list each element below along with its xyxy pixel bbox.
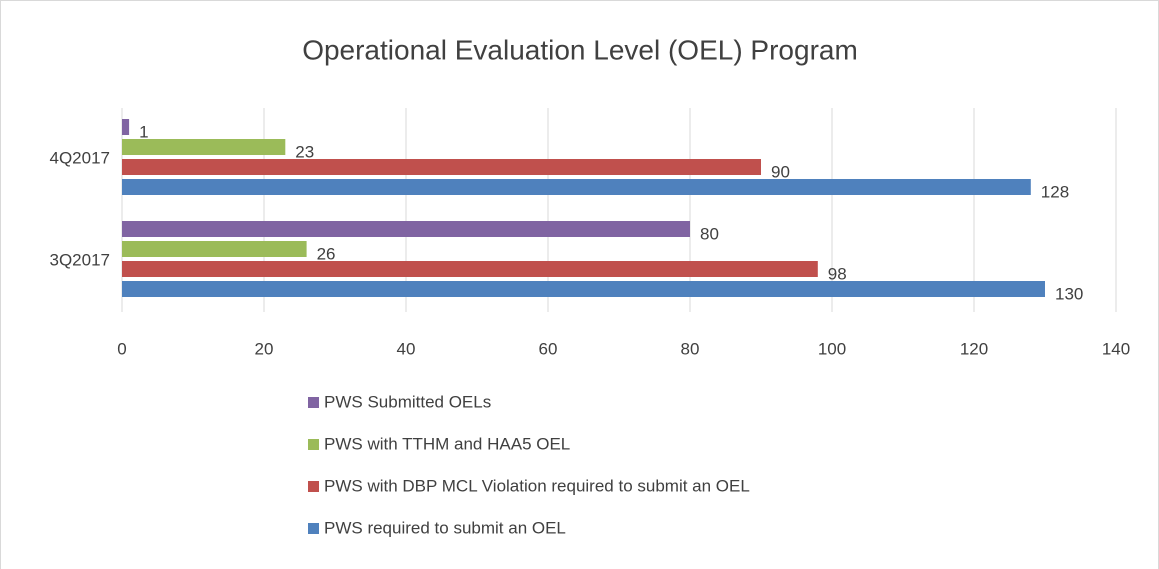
data-label: 98	[828, 264, 847, 283]
x-tick-label: 80	[681, 339, 700, 358]
legend-label: PWS with DBP MCL Violation required to s…	[324, 476, 750, 495]
legend-label: PWS Submitted OELs	[324, 392, 491, 411]
x-tick-label: 120	[960, 339, 988, 358]
bar	[122, 281, 1045, 297]
data-label: 26	[317, 244, 336, 263]
y-tick-label: 3Q2017	[50, 250, 111, 269]
data-label: 1	[139, 122, 148, 141]
legend-swatch	[308, 439, 319, 450]
y-tick-label: 4Q2017	[50, 148, 111, 167]
bar	[122, 261, 818, 277]
data-label: 90	[771, 162, 790, 181]
bar	[122, 179, 1031, 195]
bar	[122, 119, 130, 135]
bar	[122, 139, 286, 155]
bar	[122, 221, 690, 237]
chart-title: Operational Evaluation Level (OEL) Progr…	[302, 34, 858, 65]
data-label: 80	[700, 224, 719, 243]
legend-swatch	[308, 523, 319, 534]
data-label: 130	[1055, 284, 1083, 303]
bar	[122, 159, 761, 175]
data-label: 128	[1041, 182, 1069, 201]
x-tick-label: 20	[255, 339, 274, 358]
legend-label: PWS required to submit an OEL	[324, 518, 566, 537]
legend-swatch	[308, 397, 319, 408]
x-tick-label: 40	[397, 339, 416, 358]
x-tick-label: 140	[1102, 339, 1130, 358]
bar	[122, 241, 307, 257]
data-label: 23	[295, 142, 314, 161]
legend-swatch	[308, 481, 319, 492]
x-tick-label: 60	[539, 339, 558, 358]
x-tick-label: 0	[117, 339, 126, 358]
x-tick-label: 100	[818, 339, 846, 358]
legend-label: PWS with TTHM and HAA5 OEL	[324, 434, 570, 453]
